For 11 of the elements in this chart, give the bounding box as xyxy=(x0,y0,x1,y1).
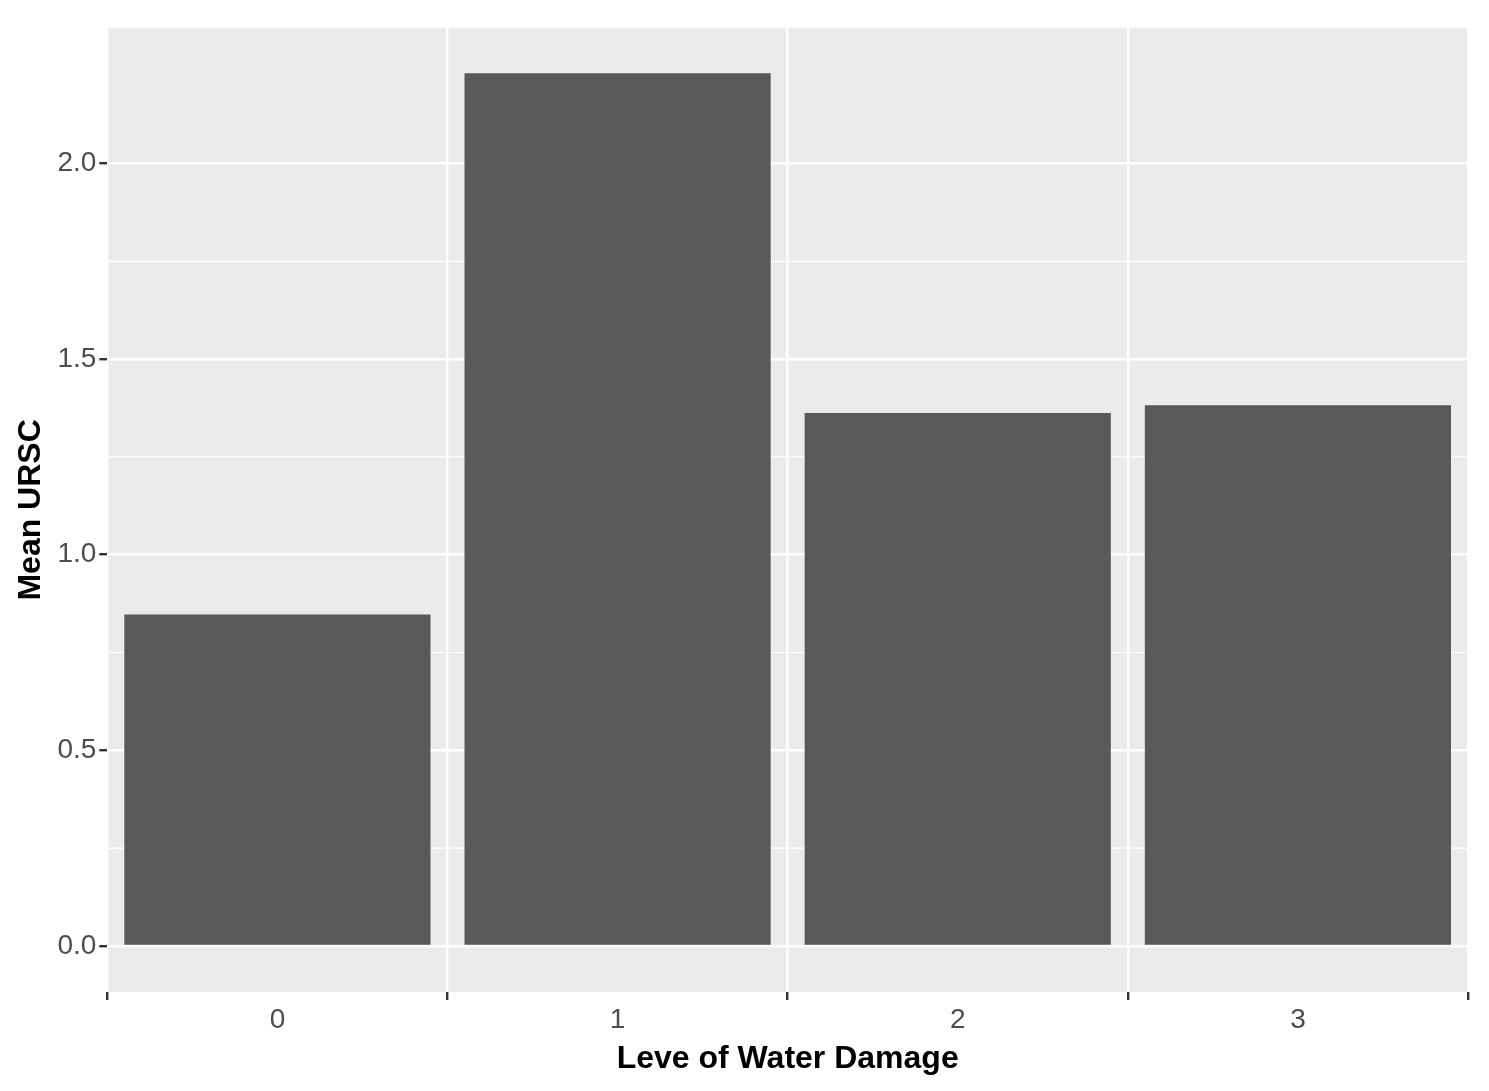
y-tick-label: 1.5 xyxy=(57,341,97,373)
y-tick-label: 0.5 xyxy=(57,732,97,764)
y-tick-label: 1.0 xyxy=(57,537,97,569)
x-tick-label: 0 xyxy=(269,1002,286,1034)
y-tick-label: 0.0 xyxy=(57,928,97,960)
x-tick-label: 3 xyxy=(1290,1002,1306,1034)
x-tick-label: 1 xyxy=(609,1002,626,1034)
y-axis-title: Mean URSC xyxy=(11,419,48,601)
x-tick-label: 2 xyxy=(949,1002,966,1034)
y-tick-label: 2.0 xyxy=(57,146,97,178)
x-axis-title: Leve of Water Damage xyxy=(616,1038,959,1075)
